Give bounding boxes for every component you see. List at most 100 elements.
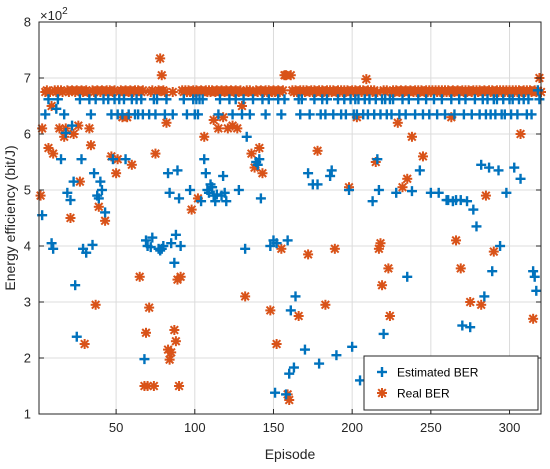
estimated-ber-point [276,109,287,120]
estimated-ber-point [174,193,185,204]
x-tick-label: 150 [263,420,285,435]
legend-label: Estimated BER [397,366,479,380]
real-ber-point [488,246,499,257]
real-ber-point [455,263,466,274]
estimated-ber-point [172,165,183,176]
estimated-ber-point [120,154,131,165]
real-ber-point [515,129,526,139]
estimated-ber-point [139,354,150,365]
real-ber-point [137,85,148,96]
real-ber-point [167,87,178,97]
estimated-ber-point [164,187,175,198]
estimated-ber-point [170,229,181,240]
real-ber-point [402,173,413,184]
estimated-ber-point [468,204,479,215]
estimated-ber-point [460,94,471,105]
real-ber-point [90,299,101,310]
real-ber-point [85,140,96,151]
estimated-ber-point [515,173,526,184]
real-ber-point [169,325,180,335]
real-ber-point [68,129,79,139]
real-ber-point [48,148,59,159]
axes-box [38,21,542,415]
estimated-ber-point [185,185,196,195]
estimated-ber-point [87,239,98,250]
estimated-ber-point [303,168,314,179]
estimated-ber-point [48,243,59,254]
estimated-ber-point [43,94,54,105]
estimated-ber-point [406,186,417,197]
estimated-ber-point [495,241,506,251]
estimated-ber-point [76,154,87,165]
estimated-ber-point [462,196,473,207]
estimated-ber-point [70,280,81,291]
real-ber-point [166,347,177,358]
estimated-ber-point [166,238,177,249]
estimated-ber-point [465,322,476,333]
estimated-ber-point [290,291,301,302]
real-ber-point [361,74,372,85]
x-tick-label: 300 [499,420,521,435]
estimated-ber-point [523,94,534,105]
estimated-ber-point [403,94,414,105]
estimated-ber-point [67,120,78,131]
real-ber-point [383,263,394,274]
estimated-ber-point [265,241,276,251]
real-ber-point [528,313,539,324]
estimated-ber-point [169,257,180,268]
x-tick-label: 250 [420,420,442,435]
estimated-ber-point [207,182,218,193]
real-ber-point [35,190,46,201]
estimated-ber-point [147,232,158,243]
real-ber-point [417,151,428,162]
estimated-ber-point [196,196,207,207]
real-ber-point [329,243,340,254]
y-tick-label: 2 [24,351,31,366]
estimated-ber-point [487,266,498,277]
real-ber-point [156,70,167,81]
real-ber-point [93,201,104,212]
estimated-ber-point [59,109,70,120]
estimated-ber-point [372,154,383,165]
real-ber-point [240,291,251,302]
estimated-ber-point [534,94,545,105]
estimated-ber-point [304,109,315,120]
estimated-ber-point [325,171,336,181]
y-tick-labels: 1 2 3 4 5 6 7 8 [24,15,31,422]
legend: Estimated BER Real BER [363,355,539,411]
estimated-ber-point [221,196,232,207]
real-ber-series [35,53,546,405]
estimated-ber-point [321,94,332,105]
real-ber-point [155,53,166,64]
estimated-ber-point [254,154,265,165]
estimated-ber-series [37,85,545,400]
estimated-ber-point [136,94,147,105]
real-ber-point [476,299,487,310]
estimated-ber-point [52,94,63,105]
real-ber-point [277,85,288,96]
estimated-ber-point [388,94,399,105]
real-ber-point [175,271,186,282]
estimated-ber-point [40,109,51,120]
estimated-ber-point [270,387,281,398]
estimated-ber-point [526,109,537,120]
estimated-ber-point [529,271,540,282]
real-ber-point [170,336,181,347]
y-axis-multiplier: ×102 [40,6,68,23]
estimated-ber-point [65,195,76,206]
real-ber-point [451,235,462,246]
estimated-ber-point [326,165,337,176]
x-tick-labels: 50 100 150 200 250 300 [109,420,521,435]
estimated-ber-point [241,131,252,142]
real-ber-point [276,243,287,254]
estimated-ber-point [60,127,71,138]
real-ber-point [161,117,172,128]
real-ber-point [312,145,323,156]
estimated-ber-point [484,162,495,173]
estimated-ber-point [219,187,230,198]
estimated-ber-point [46,238,57,249]
estimated-ber-point [68,176,79,187]
estimated-ber-point [152,94,163,105]
legend-box [363,355,539,411]
